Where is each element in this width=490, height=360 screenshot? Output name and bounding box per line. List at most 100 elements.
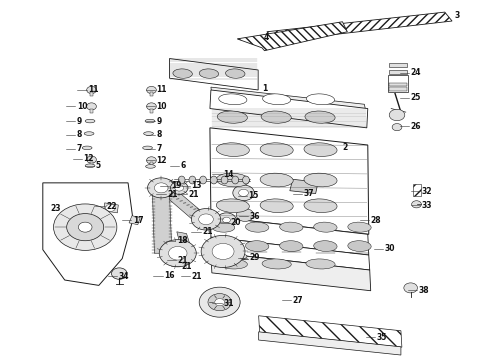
Bar (389, 87, 407, 91)
Ellipse shape (219, 94, 247, 105)
Polygon shape (211, 87, 366, 111)
Text: 9: 9 (156, 117, 162, 126)
Text: 22: 22 (106, 202, 117, 211)
Text: 21: 21 (167, 190, 177, 199)
Bar (90, 92, 94, 96)
Text: 7: 7 (156, 144, 162, 153)
Circle shape (215, 298, 224, 306)
Text: 5: 5 (96, 161, 100, 170)
Circle shape (404, 283, 417, 293)
Polygon shape (152, 184, 211, 221)
Polygon shape (211, 237, 370, 270)
Text: 34: 34 (118, 272, 129, 281)
Text: 2: 2 (343, 143, 348, 152)
Ellipse shape (217, 111, 247, 123)
Bar (389, 76, 407, 80)
Circle shape (217, 213, 236, 227)
Circle shape (169, 247, 187, 260)
Polygon shape (259, 316, 402, 347)
Text: 11: 11 (156, 85, 167, 94)
Circle shape (192, 208, 220, 230)
Ellipse shape (85, 119, 95, 123)
Circle shape (87, 86, 97, 94)
Bar (90, 109, 94, 113)
Circle shape (171, 181, 188, 194)
Bar (149, 92, 153, 96)
Text: 11: 11 (88, 85, 98, 94)
Ellipse shape (200, 176, 206, 184)
Text: 10: 10 (156, 102, 167, 111)
Circle shape (147, 178, 175, 198)
Text: 31: 31 (223, 299, 234, 308)
Ellipse shape (145, 119, 155, 123)
Text: 7: 7 (77, 144, 82, 153)
Circle shape (389, 109, 405, 121)
Text: 28: 28 (371, 216, 381, 225)
Ellipse shape (261, 111, 291, 123)
Polygon shape (290, 179, 318, 194)
Text: 12: 12 (156, 156, 167, 165)
Ellipse shape (216, 173, 249, 187)
Bar (388, 75, 408, 93)
Text: 38: 38 (418, 285, 429, 294)
Ellipse shape (262, 259, 291, 269)
Ellipse shape (199, 69, 219, 78)
Text: 13: 13 (192, 181, 202, 190)
Text: 29: 29 (249, 253, 259, 262)
Text: 32: 32 (421, 187, 432, 196)
Bar (389, 83, 407, 86)
Circle shape (67, 213, 104, 241)
Text: 21: 21 (202, 227, 213, 236)
Circle shape (212, 243, 234, 260)
Circle shape (233, 185, 254, 201)
Circle shape (87, 103, 97, 110)
Circle shape (147, 157, 156, 164)
Ellipse shape (216, 199, 249, 212)
Ellipse shape (82, 146, 92, 150)
Polygon shape (259, 332, 401, 355)
Circle shape (222, 217, 230, 223)
Polygon shape (211, 216, 369, 255)
Polygon shape (152, 193, 172, 253)
Circle shape (201, 235, 245, 267)
Text: 21: 21 (189, 190, 199, 199)
Text: 6: 6 (181, 161, 186, 170)
Ellipse shape (189, 176, 196, 184)
Ellipse shape (305, 111, 335, 123)
Ellipse shape (280, 241, 303, 252)
Circle shape (199, 214, 213, 225)
Ellipse shape (260, 173, 293, 187)
Ellipse shape (84, 132, 94, 135)
Ellipse shape (235, 254, 247, 259)
Ellipse shape (210, 176, 217, 184)
Polygon shape (413, 184, 421, 196)
Text: 33: 33 (421, 201, 432, 210)
Text: 21: 21 (182, 262, 192, 271)
Ellipse shape (260, 199, 293, 212)
Text: 19: 19 (171, 181, 181, 190)
Polygon shape (170, 59, 258, 90)
Circle shape (208, 294, 231, 311)
Text: 35: 35 (376, 333, 387, 342)
Text: 37: 37 (303, 189, 314, 198)
Ellipse shape (85, 164, 95, 167)
Ellipse shape (304, 199, 337, 212)
Ellipse shape (216, 143, 249, 157)
Ellipse shape (306, 259, 335, 269)
Bar (149, 162, 153, 167)
Text: 4: 4 (264, 33, 269, 42)
Ellipse shape (280, 222, 303, 232)
Text: 24: 24 (411, 68, 421, 77)
Text: 3: 3 (455, 11, 460, 20)
Circle shape (392, 123, 402, 131)
Text: 26: 26 (411, 122, 421, 131)
Ellipse shape (225, 69, 245, 78)
Bar (149, 109, 153, 113)
Ellipse shape (304, 173, 337, 187)
Ellipse shape (263, 94, 291, 105)
Polygon shape (177, 232, 194, 258)
Ellipse shape (245, 241, 269, 252)
Polygon shape (210, 90, 368, 128)
Text: 30: 30 (384, 244, 395, 253)
Ellipse shape (243, 176, 249, 184)
